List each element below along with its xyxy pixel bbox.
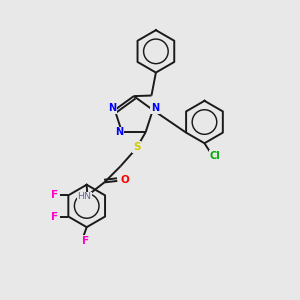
- Text: N: N: [115, 127, 123, 137]
- Text: F: F: [82, 236, 89, 246]
- Text: S: S: [133, 142, 140, 152]
- Text: O: O: [121, 175, 129, 185]
- Text: N: N: [108, 103, 116, 113]
- Text: Cl: Cl: [209, 151, 220, 160]
- Text: F: F: [51, 190, 58, 200]
- Text: HN: HN: [78, 192, 92, 201]
- Text: F: F: [51, 212, 58, 221]
- Text: N: N: [151, 103, 159, 113]
